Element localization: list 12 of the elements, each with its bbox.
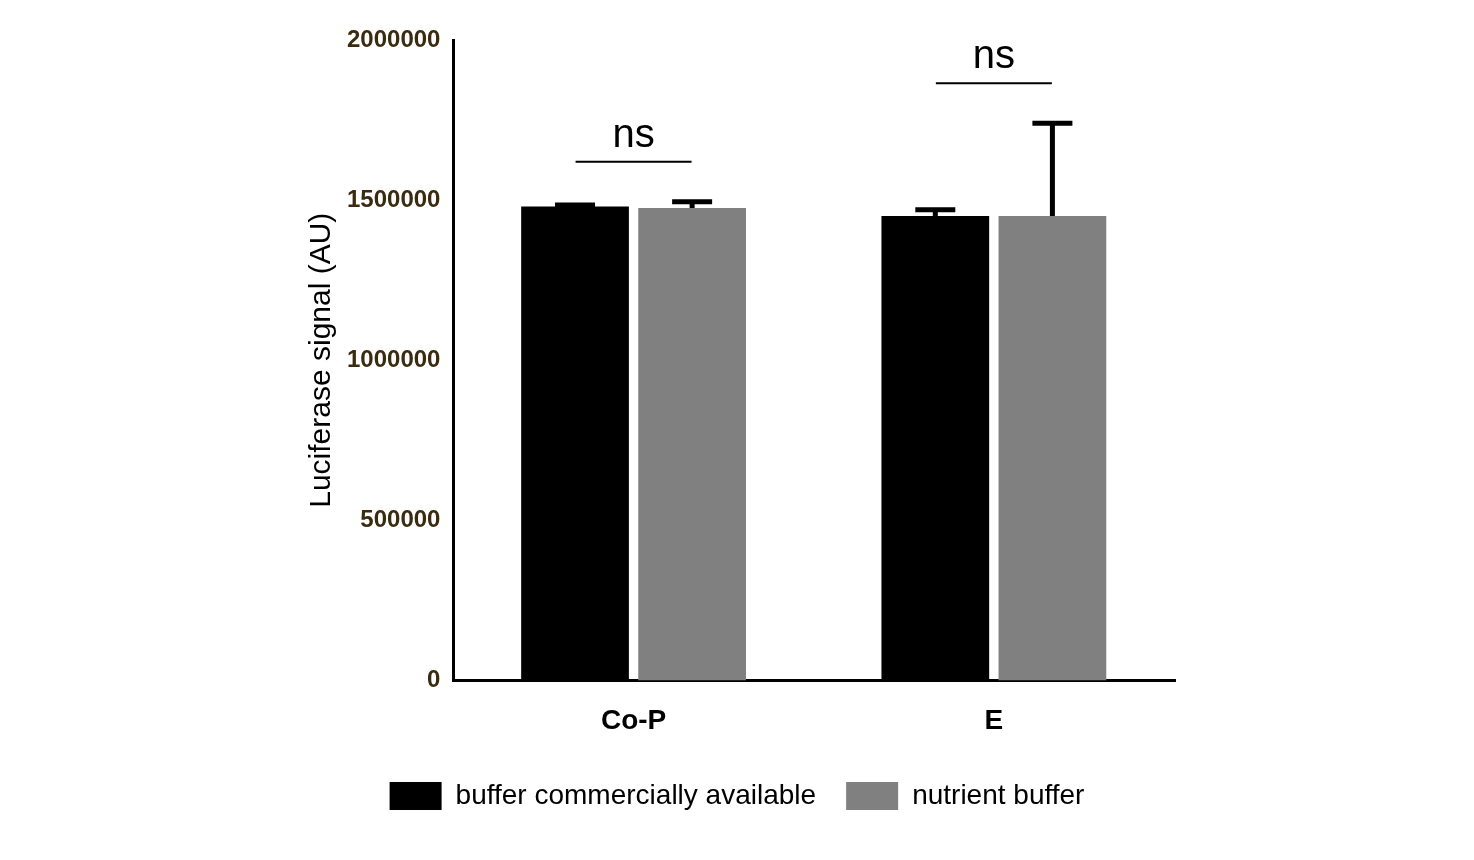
- legend-label: buffer commercially available: [455, 778, 817, 810]
- x-tick-label: E: [984, 703, 1004, 735]
- y-tick-label: 0: [427, 665, 441, 693]
- y-tick-label: 1000000: [347, 344, 441, 372]
- y-tick-label: 500000: [360, 504, 441, 532]
- legend-label: nutrient buffer: [912, 778, 1085, 810]
- y-axis-title: Luciferase signal (AU): [303, 212, 337, 508]
- annotation: ns: [612, 110, 655, 155]
- y-tick-label: 1500000: [347, 184, 441, 212]
- y-tick-label: 2000000: [347, 24, 441, 52]
- annotation: ns: [972, 32, 1015, 77]
- x-tick-label: Co-P: [600, 703, 667, 735]
